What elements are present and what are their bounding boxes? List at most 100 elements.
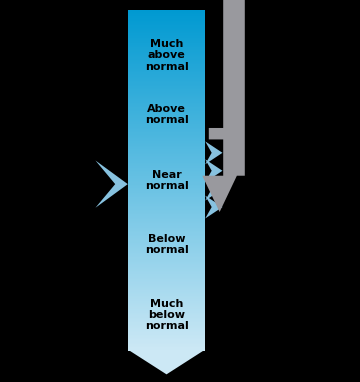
Polygon shape bbox=[128, 163, 205, 164]
Polygon shape bbox=[128, 49, 205, 50]
Polygon shape bbox=[128, 119, 205, 120]
Polygon shape bbox=[128, 155, 205, 156]
Polygon shape bbox=[205, 159, 222, 182]
Polygon shape bbox=[128, 66, 205, 68]
Polygon shape bbox=[128, 244, 205, 245]
Polygon shape bbox=[128, 245, 205, 246]
Polygon shape bbox=[128, 69, 205, 70]
Polygon shape bbox=[128, 272, 205, 274]
Polygon shape bbox=[128, 228, 205, 229]
Polygon shape bbox=[128, 183, 205, 185]
Polygon shape bbox=[128, 108, 205, 110]
Polygon shape bbox=[128, 290, 205, 291]
Polygon shape bbox=[128, 265, 205, 267]
Polygon shape bbox=[128, 306, 205, 308]
Polygon shape bbox=[128, 333, 205, 335]
Polygon shape bbox=[128, 79, 205, 80]
Polygon shape bbox=[128, 121, 205, 122]
Polygon shape bbox=[128, 329, 205, 330]
Polygon shape bbox=[128, 312, 205, 313]
Polygon shape bbox=[128, 254, 205, 255]
Polygon shape bbox=[128, 81, 205, 82]
Polygon shape bbox=[128, 236, 205, 237]
Polygon shape bbox=[128, 128, 205, 129]
Polygon shape bbox=[128, 134, 205, 136]
Polygon shape bbox=[128, 337, 205, 338]
Polygon shape bbox=[205, 141, 222, 164]
Text: Above
normal: Above normal bbox=[145, 104, 189, 125]
Polygon shape bbox=[128, 89, 205, 90]
Polygon shape bbox=[128, 301, 205, 302]
Polygon shape bbox=[128, 296, 205, 297]
Polygon shape bbox=[128, 229, 205, 230]
Polygon shape bbox=[128, 190, 205, 191]
Polygon shape bbox=[128, 288, 205, 289]
Polygon shape bbox=[128, 249, 205, 251]
Polygon shape bbox=[128, 156, 205, 157]
Polygon shape bbox=[128, 115, 205, 117]
Polygon shape bbox=[128, 24, 205, 26]
Polygon shape bbox=[128, 168, 205, 169]
Polygon shape bbox=[128, 37, 205, 38]
Polygon shape bbox=[128, 345, 205, 346]
Polygon shape bbox=[128, 207, 205, 209]
Polygon shape bbox=[128, 239, 205, 240]
Polygon shape bbox=[128, 287, 205, 288]
Polygon shape bbox=[128, 194, 205, 195]
Polygon shape bbox=[128, 103, 205, 104]
Polygon shape bbox=[128, 53, 205, 54]
Polygon shape bbox=[128, 263, 205, 264]
Polygon shape bbox=[128, 219, 205, 220]
Polygon shape bbox=[128, 271, 205, 272]
Text: Much
above
normal: Much above normal bbox=[145, 39, 189, 71]
Polygon shape bbox=[128, 350, 205, 351]
Polygon shape bbox=[128, 54, 205, 55]
Polygon shape bbox=[128, 346, 205, 347]
Polygon shape bbox=[128, 130, 205, 131]
Polygon shape bbox=[128, 148, 205, 149]
Polygon shape bbox=[128, 65, 205, 66]
Polygon shape bbox=[128, 125, 205, 126]
Polygon shape bbox=[128, 212, 205, 213]
Polygon shape bbox=[128, 241, 205, 243]
Polygon shape bbox=[128, 350, 205, 374]
Polygon shape bbox=[128, 233, 205, 235]
Polygon shape bbox=[128, 34, 205, 36]
Polygon shape bbox=[128, 92, 205, 94]
Polygon shape bbox=[128, 152, 205, 153]
Polygon shape bbox=[128, 102, 205, 103]
Polygon shape bbox=[128, 304, 205, 305]
Polygon shape bbox=[128, 133, 205, 134]
Polygon shape bbox=[128, 209, 205, 210]
Polygon shape bbox=[128, 61, 205, 62]
Polygon shape bbox=[128, 255, 205, 256]
Polygon shape bbox=[128, 114, 205, 115]
Polygon shape bbox=[128, 86, 205, 87]
Polygon shape bbox=[128, 324, 205, 325]
Polygon shape bbox=[128, 269, 205, 270]
Polygon shape bbox=[128, 235, 205, 236]
Polygon shape bbox=[128, 309, 205, 310]
Polygon shape bbox=[128, 169, 205, 170]
Polygon shape bbox=[128, 68, 205, 69]
Polygon shape bbox=[128, 149, 205, 151]
Polygon shape bbox=[128, 321, 205, 322]
Polygon shape bbox=[128, 144, 205, 145]
Polygon shape bbox=[128, 123, 205, 125]
Polygon shape bbox=[128, 253, 205, 254]
Polygon shape bbox=[128, 27, 205, 28]
Polygon shape bbox=[128, 138, 205, 139]
Polygon shape bbox=[128, 283, 205, 285]
Polygon shape bbox=[128, 299, 205, 301]
Polygon shape bbox=[128, 175, 205, 176]
Polygon shape bbox=[128, 142, 205, 144]
Polygon shape bbox=[128, 41, 205, 42]
Polygon shape bbox=[128, 240, 205, 241]
Polygon shape bbox=[128, 267, 205, 268]
Polygon shape bbox=[128, 232, 205, 233]
Polygon shape bbox=[128, 63, 205, 64]
Polygon shape bbox=[128, 146, 205, 147]
Polygon shape bbox=[128, 199, 205, 201]
Polygon shape bbox=[128, 141, 205, 142]
Polygon shape bbox=[128, 220, 205, 221]
